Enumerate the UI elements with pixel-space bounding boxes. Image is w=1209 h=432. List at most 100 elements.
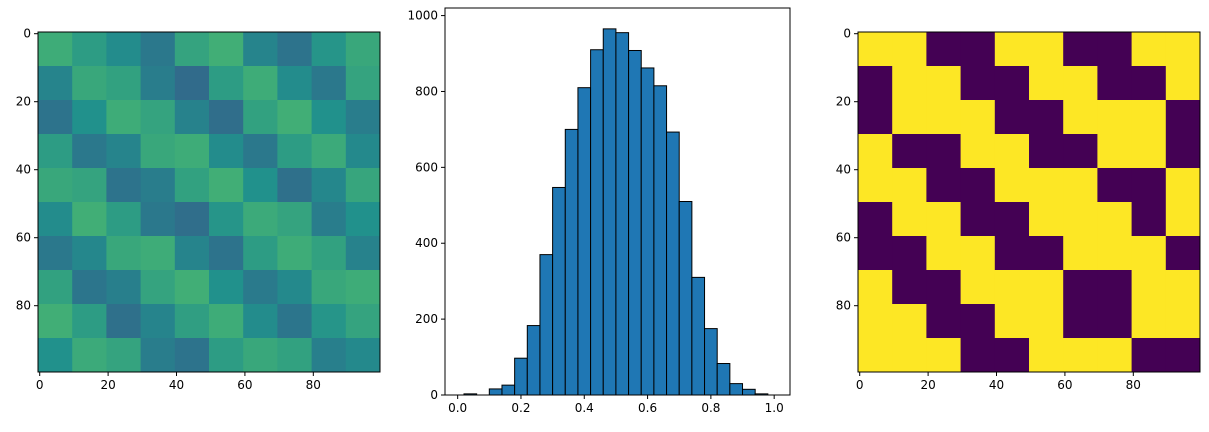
image-cell: [311, 66, 347, 101]
image-cell: [994, 338, 1030, 373]
image-cell: [38, 202, 73, 237]
image-cell: [38, 270, 73, 305]
y-tick-label: 60: [836, 231, 851, 245]
image-cell: [209, 168, 244, 203]
image-cell: [1097, 66, 1133, 101]
image-cell: [892, 236, 927, 271]
image-cell: [1097, 202, 1133, 237]
image-cell: [1165, 32, 1201, 67]
image-cell: [1165, 338, 1201, 373]
image-cell: [72, 66, 107, 101]
image-cell: [1063, 270, 1098, 305]
image-cell: [243, 100, 278, 135]
image-cell: [1165, 270, 1201, 305]
image-cell: [1063, 338, 1098, 373]
image-cell: [926, 202, 962, 237]
image-cell: [140, 202, 176, 237]
image-cell: [926, 66, 962, 101]
image-cell: [106, 66, 142, 101]
image-cell: [926, 134, 962, 169]
image-cell: [311, 270, 347, 305]
hist-bar: [590, 49, 604, 396]
image-cell: [243, 134, 278, 169]
image-cell: [140, 304, 176, 339]
image-cell: [277, 202, 313, 237]
image-cell: [1165, 168, 1201, 203]
image-cell: [345, 100, 381, 135]
image-cell: [38, 32, 73, 67]
x-tick-label: 0.2: [511, 401, 530, 415]
image-cell: [994, 32, 1030, 67]
image-cell: [858, 32, 893, 67]
image-cell: [345, 236, 381, 271]
image-cell: [892, 338, 927, 373]
hist-bar: [602, 28, 617, 396]
hist-bar: [666, 131, 680, 396]
image-cell: [345, 66, 381, 101]
image-cell: [1131, 134, 1167, 169]
image-cell: [277, 66, 313, 101]
image-cell: [1165, 236, 1201, 271]
x-tick-label: 60: [237, 378, 252, 392]
image-cell: [174, 32, 210, 67]
image-cell: [311, 32, 347, 67]
image-cell: [209, 32, 244, 67]
hist-bar: [615, 32, 630, 396]
image-cell: [277, 134, 313, 169]
image-cell: [858, 338, 893, 373]
image-cell: [277, 32, 313, 67]
image-cell: [209, 338, 244, 373]
image-cell: [1165, 134, 1201, 169]
image-cell: [1029, 236, 1064, 271]
image-cell: [858, 304, 893, 339]
image-cell: [38, 134, 73, 169]
image-cell: [174, 134, 210, 169]
image-cell: [140, 236, 176, 271]
image-cell: [72, 168, 107, 203]
image-cell: [174, 338, 210, 373]
y-tick-label: 20: [16, 95, 31, 109]
y-tick-label: 40: [836, 163, 851, 177]
hist-bar: [691, 276, 706, 396]
image-cell: [277, 236, 313, 271]
image-cell: [892, 304, 927, 339]
image-cell: [72, 338, 107, 373]
image-cell: [209, 134, 244, 169]
image-cell: [1165, 304, 1201, 339]
image-cell: [892, 66, 927, 101]
image-cell: [960, 32, 996, 67]
y-tick-label: 60: [16, 231, 31, 245]
x-tick-label: 80: [306, 378, 321, 392]
image-cell: [174, 236, 210, 271]
image-cell: [926, 236, 962, 271]
x-tick-label: 0.6: [638, 401, 657, 415]
image-cell: [106, 168, 142, 203]
image-cell: [1063, 304, 1098, 339]
image-cell: [1063, 134, 1098, 169]
image-cell: [1097, 100, 1133, 135]
image-cell: [311, 168, 347, 203]
y-tick-label: 200: [415, 312, 438, 326]
image-cell: [140, 134, 176, 169]
axes-frame: [444, 7, 791, 396]
image-cell: [174, 66, 210, 101]
image-cell: [72, 304, 107, 339]
image-cell: [858, 66, 893, 101]
image-cell: [1097, 168, 1133, 203]
image-cell: [311, 304, 347, 339]
image-cell: [1131, 270, 1167, 305]
hist-bar: [501, 384, 516, 396]
image-cell: [209, 100, 244, 135]
hist-bar: [640, 67, 655, 396]
image-cell: [1029, 134, 1064, 169]
image-cell: [345, 304, 381, 339]
hist-bar: [526, 325, 541, 396]
image-cell: [994, 100, 1030, 135]
image-cell: [1029, 66, 1064, 101]
image-cell: [858, 100, 893, 135]
x-tick-label: 40: [989, 378, 1004, 392]
image-cell: [72, 202, 107, 237]
image-cell: [1029, 100, 1064, 135]
image-cell: [1029, 168, 1064, 203]
image-cell: [960, 100, 996, 135]
